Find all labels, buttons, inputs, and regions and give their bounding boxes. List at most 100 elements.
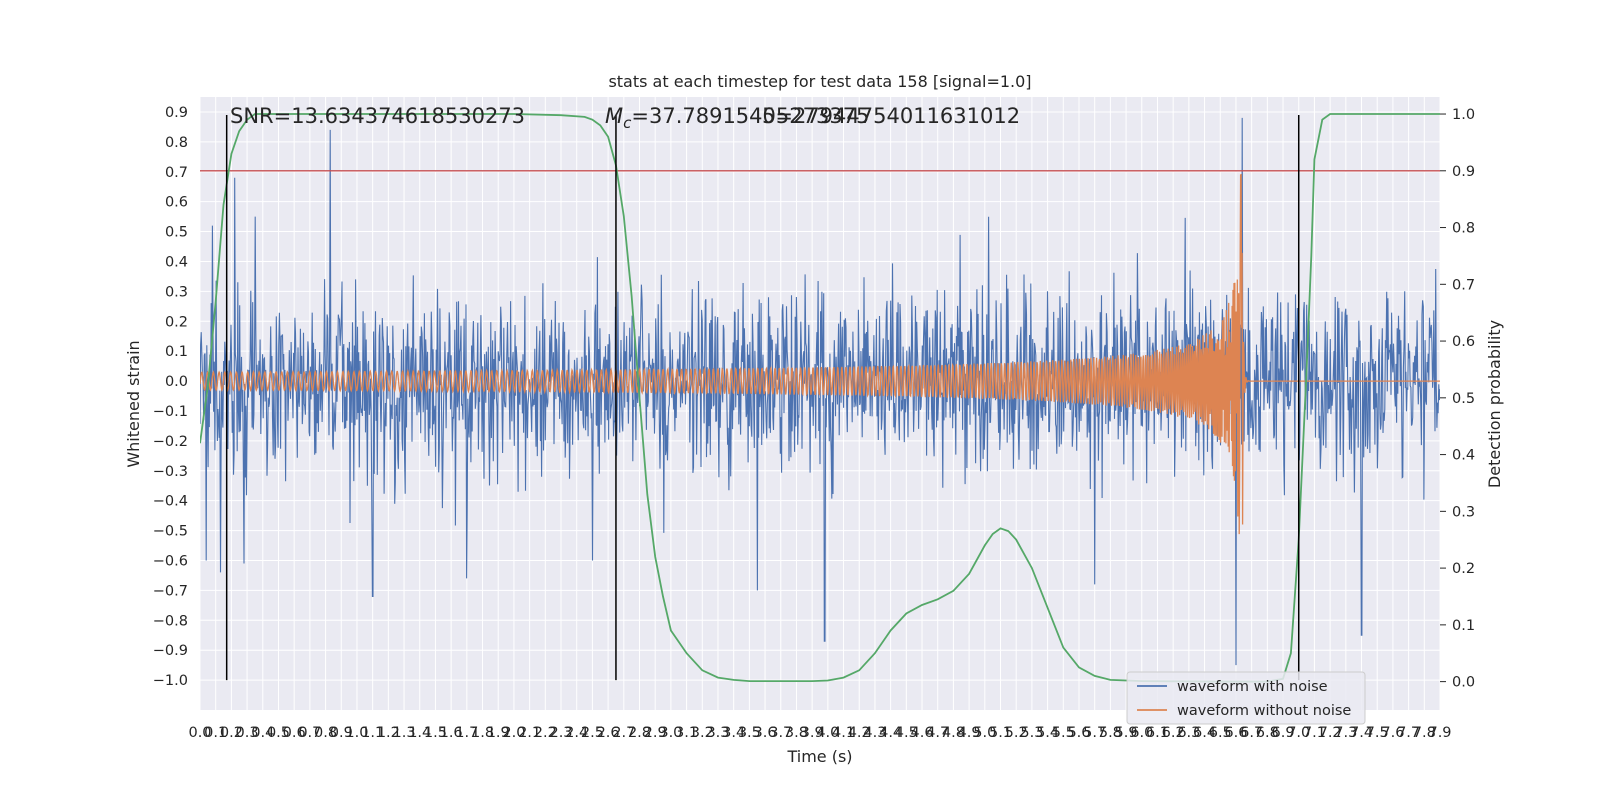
x-tick-label-35: 3.5 (738, 725, 761, 741)
clean-waveform-line (200, 173, 1440, 535)
x-tick-label-60: 6.0 (1130, 725, 1153, 741)
x-tick-label-41: 4.1 (832, 725, 855, 741)
x-tick-label-23: 2.3 (549, 725, 572, 741)
x-axis-label: Time (s) (786, 747, 852, 766)
y-tick-label-6: −0.4 (153, 494, 188, 510)
x-tick-label-57: 5.7 (1083, 725, 1106, 741)
x-tick-label-3: 0.3 (236, 725, 259, 741)
legend-label-noisy: waveform with noise (1177, 679, 1328, 695)
y-right-tick-label-0: 0.0 (1452, 675, 1475, 691)
x-tick-label-8: 0.8 (314, 725, 337, 741)
x-tick-label-20: 2.0 (502, 725, 525, 741)
y-right-tick-label-5: 0.5 (1452, 391, 1475, 407)
y-tick-label-19: 0.9 (165, 105, 188, 121)
y-right-tick-label-6: 0.6 (1452, 334, 1475, 350)
y-right-tick-label-3: 0.3 (1452, 504, 1475, 520)
x-tick-label-68: 6.8 (1256, 725, 1279, 741)
x-tick-label-33: 3.3 (706, 725, 729, 741)
x-tick-label-43: 4.3 (863, 725, 886, 741)
x-tick-label-14: 1.4 (408, 725, 431, 741)
y-tick-label-8: −0.2 (153, 434, 188, 450)
x-tick-label-21: 2.1 (518, 725, 541, 741)
y-tick-label-1: −0.9 (153, 643, 188, 659)
x-tick-label-65: 6.5 (1209, 725, 1232, 741)
x-tick-label-24: 2.4 (565, 725, 588, 741)
x-tick-label-27: 2.7 (612, 725, 635, 741)
x-tick-label-30: 3.0 (659, 725, 682, 741)
x-tick-label-4: 0.4 (251, 725, 274, 741)
y-tick-label-7: −0.3 (153, 464, 188, 480)
x-tick-label-7: 0.7 (298, 725, 321, 741)
x-tick-label-2: 0.2 (220, 725, 243, 741)
y-tick-label-12: 0.2 (165, 314, 188, 330)
x-tick-label-16: 1.6 (440, 725, 463, 741)
y-tick-label-10: 0.0 (165, 374, 188, 390)
x-tick-label-29: 2.9 (644, 725, 667, 741)
legend-label-clean: waveform without noise (1177, 703, 1351, 719)
y-tick-label-3: −0.7 (153, 583, 188, 599)
y-tick-label-9: −0.1 (153, 404, 188, 420)
x-tick-label-15: 1.5 (424, 725, 447, 741)
x-tick-label-49: 4.9 (958, 725, 981, 741)
x-tick-label-71: 7.1 (1303, 725, 1326, 741)
x-tick-label-77: 7.7 (1397, 725, 1420, 741)
x-tick-label-63: 6.3 (1177, 725, 1200, 741)
y-right-tick-label-4: 0.4 (1452, 448, 1475, 464)
x-tick-label-42: 4.2 (848, 725, 871, 741)
y-right-tick-label-8: 0.8 (1452, 221, 1475, 237)
chart-title: stats at each timestep for test data 158… (608, 72, 1031, 91)
x-tick-label-19: 1.9 (487, 725, 510, 741)
x-tick-label-70: 7.0 (1287, 725, 1310, 741)
x-tick-label-6: 0.6 (283, 725, 306, 741)
x-tick-label-50: 5.0 (973, 725, 996, 741)
x-tick-label-1: 0.1 (204, 725, 227, 741)
x-tick-label-40: 4.0 (816, 725, 839, 741)
y-tick-label-5: −0.5 (153, 524, 188, 540)
x-tick-label-25: 2.5 (581, 725, 604, 741)
x-tick-label-56: 5.6 (1067, 725, 1090, 741)
x-tick-label-78: 7.8 (1413, 725, 1436, 741)
overlap-annotation: 5=27944754011631012 (762, 104, 1020, 128)
x-tick-label-72: 7.2 (1319, 725, 1342, 741)
x-tick-label-5: 0.5 (267, 725, 290, 741)
x-tick-label-74: 7.4 (1350, 725, 1373, 741)
x-tick-label-11: 1.1 (361, 725, 384, 741)
x-tick-label-75: 7.5 (1366, 725, 1389, 741)
legend: waveform with noise waveform without noi… (1126, 671, 1366, 725)
y-tick-label-18: 0.8 (165, 135, 188, 151)
y-axis-label: Whitened strain (124, 340, 143, 467)
y-tick-label-4: −0.6 (153, 553, 188, 569)
x-tick-label-39: 3.9 (801, 725, 824, 741)
y-axis-right-label: Detection probability (1485, 320, 1504, 488)
series-layer (200, 113, 1440, 683)
x-tick-label-46: 4.6 (910, 725, 933, 741)
x-tick-label-34: 3.4 (722, 725, 745, 741)
x-tick-label-61: 6.1 (1146, 725, 1169, 741)
x-tick-label-26: 2.6 (597, 725, 620, 741)
y-tick-label-15: 0.5 (165, 225, 188, 241)
y-right-tick-label-2: 0.2 (1452, 561, 1475, 577)
y-tick-label-0: −1.0 (153, 673, 188, 689)
x-tick-label-17: 1.7 (455, 725, 478, 741)
x-tick-label-48: 4.8 (942, 725, 965, 741)
x-tick-label-18: 1.8 (471, 725, 494, 741)
x-tick-label-69: 6.9 (1272, 725, 1295, 741)
x-tick-label-52: 5.2 (1005, 725, 1028, 741)
x-tick-label-31: 3.1 (675, 725, 698, 741)
x-tick-label-54: 5.4 (1036, 725, 1059, 741)
x-tick-label-66: 6.6 (1224, 725, 1247, 741)
y-tick-label-14: 0.4 (165, 254, 188, 270)
y-right-tick-label-9: 0.9 (1452, 164, 1475, 180)
x-tick-label-22: 2.2 (534, 725, 557, 741)
x-tick-label-12: 1.2 (377, 725, 400, 741)
x-tick-label-51: 5.1 (989, 725, 1012, 741)
x-tick-label-0: 0.0 (188, 725, 211, 741)
legend-box (1126, 671, 1366, 725)
x-tick-label-55: 5.5 (1052, 725, 1075, 741)
y-right-tick-label-1: 0.1 (1452, 618, 1475, 634)
axes: 0.00.10.20.30.40.50.60.70.80.91.01.11.21… (153, 105, 1475, 741)
snr-annotation: SNR=13.634374618530273 (230, 104, 525, 128)
x-tick-label-62: 6.2 (1162, 725, 1185, 741)
y-tick-label-11: 0.1 (165, 344, 188, 360)
x-tick-label-44: 4.4 (879, 725, 902, 741)
